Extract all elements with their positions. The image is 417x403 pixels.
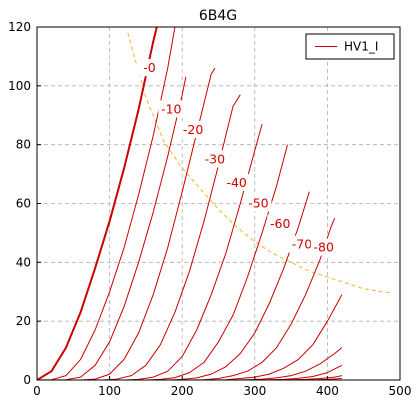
axis-ticks: 0 100 200 300 400 500 0 20 40 60 80 100 120 — [8, 20, 411, 398]
curve-label-4: -40 — [226, 175, 246, 190]
curve-label-bg-0 — [136, 59, 163, 77]
x-tick-label-0: 0 — [33, 384, 41, 398]
plate-curve-3 — [80, 67, 216, 380]
curve-label-bg-1 — [158, 100, 185, 118]
plate-curve-4 — [102, 94, 241, 380]
curve-label-bg-3 — [201, 150, 228, 168]
grid-lines — [37, 27, 400, 380]
curve-label-5: -50 — [248, 196, 268, 211]
x-tick-label-3: 300 — [243, 384, 266, 398]
load-line — [127, 32, 393, 294]
chart-title: 6B4G — [199, 8, 237, 24]
curve-label-bg-8 — [310, 238, 337, 256]
curve-label-0: -0 — [143, 60, 156, 75]
y-tick-label-3: 60 — [16, 197, 31, 211]
legend-label-hv1-i: HV1_I — [344, 40, 378, 54]
plate-curve-6 — [145, 144, 288, 380]
y-tick-label-6: 120 — [8, 20, 31, 34]
curve-label-bg-6 — [267, 215, 294, 233]
legend: HV1_I — [305, 33, 395, 60]
curve-label-bg-5 — [245, 194, 272, 212]
y-tick-label-4: 80 — [16, 138, 31, 152]
curve-label-7: -70 — [292, 237, 312, 252]
y-tick-label-5: 100 — [8, 79, 31, 93]
y-tick-label-0: 0 — [23, 373, 31, 387]
load-line-curve — [127, 32, 393, 294]
curve-label-bg-4 — [223, 173, 250, 191]
x-tick-label-2: 200 — [171, 384, 194, 398]
x-tick-label-4: 400 — [316, 384, 339, 398]
x-tick-label-5: 500 — [389, 384, 412, 398]
curve-label-1: -10 — [161, 101, 181, 116]
plate-curve-9 — [211, 294, 343, 380]
y-tick-label-2: 40 — [16, 255, 31, 269]
plate-curve-1 — [37, 27, 176, 380]
curve-labels: -0 -10-20-30-40-50-60-70 -80 — [136, 59, 337, 256]
curve-label-bg-2 — [180, 120, 207, 138]
plate-curve-10 — [232, 347, 343, 380]
curve-label-6: -60 — [270, 216, 290, 231]
curve-label-2: -20 — [183, 122, 203, 137]
plate-curve-2 — [51, 76, 187, 380]
plate-curve-7 — [167, 191, 310, 380]
curve-label-8: -80 — [314, 240, 334, 255]
plate-curve-5 — [124, 123, 263, 380]
curve-label-bg-7 — [288, 235, 315, 253]
x-tick-label-1: 100 — [98, 384, 121, 398]
y-tick-label-1: 20 — [16, 314, 31, 328]
curve-label-3: -30 — [205, 151, 225, 166]
